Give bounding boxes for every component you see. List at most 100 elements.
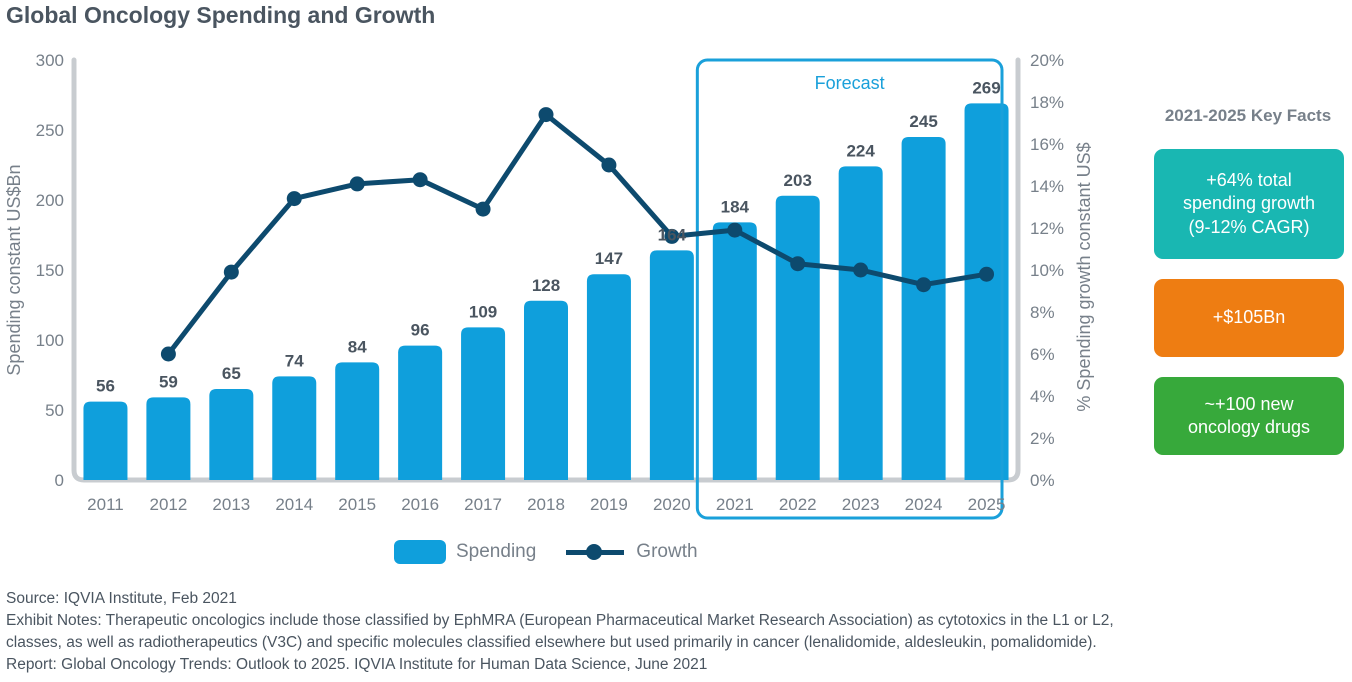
y2-axis-title: % Spending growth constant US$ [1074,142,1094,411]
combo-chart: 0 50 100 150 200 250 300 0% 2% 4% 6% 8% 10% 12% 14% 16… [4,51,1094,520]
y-tick-label: 0 [55,471,64,490]
x-tick-label: 2022 [779,495,817,514]
y2-tick-label: 20% [1030,51,1064,70]
growth-point [664,228,680,244]
x-tick-label: 2016 [401,495,439,514]
key-facts-panel: 2021-2025 Key Facts +64% total spending … [1148,106,1348,455]
y2-tick-label: 10% [1030,261,1064,280]
fact-added-spend: +$105Bn [1154,279,1344,357]
spending-bar [398,345,443,480]
bar-value-label: 56 [96,377,115,396]
growth-point [790,256,806,272]
y-tick-label: 250 [36,121,64,140]
spending-bar [712,222,757,480]
growth-point [727,222,743,238]
growth-point [601,157,617,173]
y2-tick-label: 0% [1030,471,1055,490]
fact-text: (9-12% CAGR) [1188,216,1310,237]
growth-point [223,264,239,280]
bar-value-label: 224 [846,141,875,160]
y2-tick-label: 12% [1030,219,1064,238]
bar-value-label: 74 [285,351,304,370]
spending-bar [838,166,883,480]
legend-swatch-growth [566,540,625,564]
bar-value-label: 128 [532,276,560,295]
spending-bar [964,103,1009,481]
exhibit-note-line-1: Exhibit Notes: Therapeutic oncologics in… [6,612,1114,629]
spending-bar [586,274,631,480]
spending-bar [524,300,568,480]
y2-tick-label: 8% [1030,303,1055,322]
x-tick-label: 2025 [968,495,1006,514]
spending-bar [461,327,506,480]
x-tick-label: 2017 [464,495,502,514]
y2-tick-label: 18% [1030,93,1064,112]
growth-line [160,107,995,362]
y-axis-ticks: 0 50 100 150 200 250 300 [36,51,64,490]
fact-text: +$105Bn [1212,307,1286,328]
fact-spending-growth: +64% total spending growth (9-12% CAGR) [1154,149,1344,259]
bar-value-label: 147 [595,249,623,268]
fact-new-drugs: ~+100 new oncology drugs [1154,377,1344,455]
x-tick-label: 2019 [590,495,628,514]
spending-bar [775,195,820,481]
bar-value-label: 203 [784,171,812,190]
x-tick-label: 2014 [275,495,313,514]
legend-label-growth: Growth [636,541,698,562]
fact-text: spending growth [1182,193,1316,214]
fact-text: ~+100 new [1204,393,1294,414]
growth-point [916,277,932,293]
spending-bar [335,362,380,480]
spending-bars [83,103,1009,481]
growth-point [412,172,428,188]
growth-point [349,176,365,192]
fact-text: +64% total [1206,169,1292,190]
bar-value-labels: 56 59 65 74 84 96 109 128 147 164 184 203 224 245 269 [96,78,1001,395]
x-tick-label: 2011 [87,495,124,514]
y2-tick-label: 14% [1030,177,1064,196]
key-facts-title: 2021-2025 Key Facts [1164,106,1332,125]
x-tick-label: 2021 [716,495,754,514]
bar-value-label: 65 [222,364,241,383]
chart-notes: Source: IQVIA Institute, Feb 2021 Exhibi… [6,588,1346,676]
spending-bar [83,401,128,480]
chart-legend: Spending Growth [394,540,698,564]
growth-point [979,266,995,282]
y-tick-label: 100 [36,331,64,350]
growth-line-path [166,112,987,356]
bar-value-label: 184 [721,197,750,216]
forecast-region: Forecast [695,58,1004,520]
spending-bar [901,137,946,480]
bar-value-label: 245 [909,112,937,131]
spending-bar [146,397,191,480]
report-note: Report: Global Oncology Trends: Outlook … [6,656,708,673]
growth-point [160,346,176,362]
legend-swatch-spending [394,540,446,564]
bar-value-label: 269 [972,78,1000,97]
growth-point [538,107,554,123]
x-tick-label: 2024 [905,495,943,514]
legend-label-spending: Spending [456,541,537,562]
x-axis-ticks: 2011 2012 2013 2014 2015 2016 2017 2018 2019 2020… [87,495,1005,514]
x-tick-label: 2018 [527,495,565,514]
x-tick-label: 2015 [338,495,376,514]
y2-tick-label: 4% [1030,387,1055,406]
y2-tick-label: 6% [1030,345,1055,364]
spending-bar [209,389,254,480]
x-tick-label: 2013 [212,495,250,514]
y2-tick-label: 2% [1030,429,1055,448]
spending-bar [272,376,317,480]
growth-point [286,191,302,207]
bar-value-label: 109 [469,302,497,321]
y2-tick-label: 16% [1030,135,1064,154]
y-tick-label: 50 [45,401,64,420]
bar-value-label: 84 [348,337,367,356]
source-note: Source: IQVIA Institute, Feb 2021 [6,590,237,607]
x-tick-label: 2020 [653,495,691,514]
x-tick-label: 2012 [149,495,187,514]
forecast-label: Forecast [815,73,885,93]
y2-axis-ticks: 0% 2% 4% 6% 8% 10% 12% 14% 16% 18% 20% [1030,51,1064,490]
bar-value-label: 96 [411,321,430,340]
bar-value-label: 164 [658,225,687,244]
y-tick-label: 300 [36,51,64,70]
